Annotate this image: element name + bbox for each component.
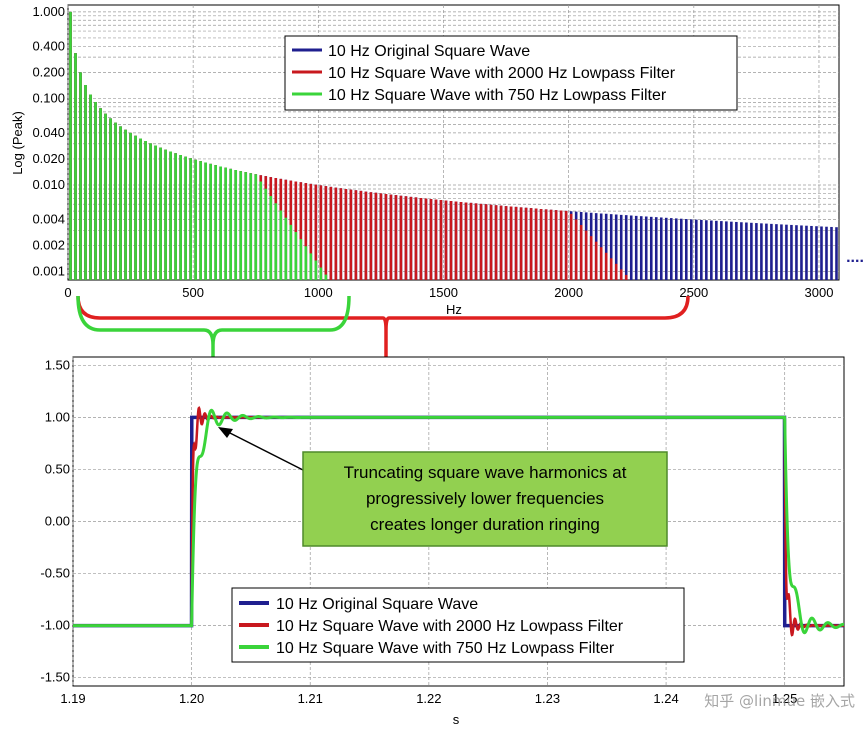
waveform-x-tick-label: 1.19 [60,691,85,706]
waveform-y-tick-label: 0.00 [45,514,70,529]
annotation-line-3: creates longer duration ringing [370,515,600,534]
annotation: Truncating square wave harmonics at prog… [218,427,668,547]
spectrum-y-tick-label: 0.002 [32,238,65,253]
waveform-x-tick-label: 1.25 [772,691,797,706]
spectrum-x-axis-label: Hz [446,302,462,317]
spectrum-x-tick-label: 500 [182,285,204,300]
waveform-y-tick-label: 0.50 [45,461,70,476]
waveform-y-ticks: 1.50 1.00 0.50 0.00 -0.50 -1.00 -1.50 [40,357,70,684]
spectrum-legend-box [284,35,738,111]
red-bracket [76,295,690,331]
waveform-legend-box [231,587,685,663]
waveform-lines [73,405,845,637]
spectrum-x-tick-label: 3000 [805,285,834,300]
waveform-y-tick-label: -0.50 [40,566,70,581]
spectrum-x-tick-label: 1500 [429,285,458,300]
annotation-line-1: Truncating square wave harmonics at [344,463,627,482]
spectrum-y-tick-label: 0.400 [32,38,65,53]
spectrum-y-tick-label: 0.020 [32,151,65,166]
waveform-line-750hz [73,408,845,635]
waveform-y-tick-label: -1.00 [40,618,70,633]
waveform-x-tick-label: 1.22 [416,691,441,706]
spectrum-y-tick-label: 0.001 [32,264,65,279]
spectrum-x-tick-label: 2500 [679,285,708,300]
spectrum-legend-label-original: 10 Hz Original Square Wave [328,43,530,60]
waveform-x-tick-label: 1.23 [535,691,560,706]
spectrum-y-ticks: 1.000 0.400 0.200 0.100 0.040 0.020 0.010 0.004… [32,4,65,279]
spectrum-y-tick-label: 0.004 [32,211,65,226]
spectrum-continuation-marker: .... [846,249,864,266]
annotation-pointer [225,430,304,471]
waveform-y-tick-label: 1.50 [45,357,70,372]
waveform-x-tick-label: 1.21 [298,691,323,706]
spectrum-x-ticks: 0 500 1000 1500 2000 2500 3000 [64,285,833,300]
spectrum-y-tick-label: 0.010 [32,177,65,192]
spectrum-y-axis-label: Log (Peak) [10,111,25,175]
waveform-legend: 10 Hz Original Square Wave 10 Hz Square … [231,587,685,663]
spectrum-x-tick-label: 1000 [304,285,333,300]
spectrum-y-tick-label: 0.040 [32,125,65,140]
spectrum-x-tick-label: 2000 [554,285,583,300]
green-bracket [76,295,351,346]
waveform-x-ticks: 1.19 1.20 1.21 1.22 1.23 1.24 1.25 [60,691,797,706]
waveform-y-tick-label: -1.50 [40,670,70,685]
spectrum-x-tick-label: 0 [64,285,71,300]
spectrum-chart: .... 1.000 0.400 0.200 0.100 0.040 0.020 0.010… [10,4,864,317]
waveform-x-tick-label: 1.24 [653,691,678,706]
waveform-x-tick-label: 1.20 [179,691,204,706]
spectrum-legend-label-750: 10 Hz Square Wave with 750 Hz Lowpass Fi… [328,87,667,104]
waveform-legend-label-original: 10 Hz Original Square Wave [276,596,478,613]
waveform-legend-label-750: 10 Hz Square Wave with 750 Hz Lowpass Fi… [276,640,615,657]
spectrum-y-tick-label: 0.100 [32,90,65,105]
annotation-box [302,451,668,547]
spectrum-legend: 10 Hz Original Square Wave 10 Hz Square … [284,35,738,111]
spectrum-bars [69,11,838,280]
waveform-y-tick-label: 1.00 [45,409,70,424]
spectrum-y-tick-label: 0.200 [32,64,65,79]
waveform-legend-label-2000: 10 Hz Square Wave with 2000 Hz Lowpass F… [276,618,624,635]
annotation-pointer-head [218,427,233,438]
annotation-line-2: progressively lower frequencies [366,489,604,508]
waveform-chart: 1.50 1.00 0.50 0.00 -0.50 -1.00 -1.50 1.19 1.20… [40,356,845,727]
waveform-x-axis-label: s [453,712,460,727]
spectrum-legend-label-2000: 10 Hz Square Wave with 2000 Hz Lowpass F… [328,65,676,82]
watermark: 知乎 @linmue 嵌入式 [704,692,855,710]
spectrum-y-tick-label: 1.000 [32,4,65,19]
